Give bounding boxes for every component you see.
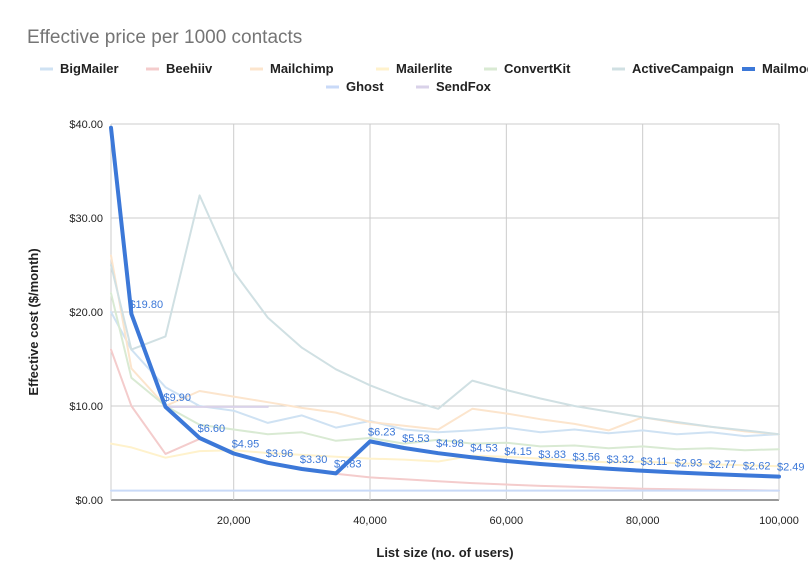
x-tick-label: 20,000 [217,515,251,527]
legend-label: SendFox [436,79,492,94]
legend-label: Ghost [346,79,384,94]
data-label: $2.49 [777,462,805,474]
series-line-activecampaign [110,194,780,436]
legend-label: BigMailer [60,61,119,76]
y-tick-label: $0.00 [75,495,103,507]
legend: BigMailer Beehiiv Mailchimp Mailerlite Conve… [40,61,808,94]
y-tick-label: $30.00 [69,213,103,225]
data-label: $2.77 [709,459,737,471]
data-label: $2.93 [675,457,703,469]
legend-label: Mailerlite [396,61,452,76]
series-lines [109,125,781,492]
series-line-convertkit [110,292,780,452]
series-line-mailmodo [109,125,781,479]
series-line-mailerlite [110,442,780,468]
legend-label: ActiveCampaign [632,61,734,76]
data-label: $4.95 [232,438,260,450]
data-label: $3.83 [538,449,566,461]
series-line-bigmailer [110,311,780,438]
data-label: $3.11 [641,456,668,468]
data-label: $5.53 [402,433,430,445]
legend-label: Mailchimp [270,61,334,76]
data-label: $4.98 [436,438,464,450]
tick-labels: $0.00 $10.00 $20.00 $30.00 $40.00 20,000 40,00… [69,119,799,527]
x-axis-label: List size (no. of users) [376,545,513,560]
data-label: $4.15 [504,446,532,458]
x-tick-label: 60,000 [490,515,524,527]
data-label: $19.80 [129,299,163,311]
y-tick-label: $20.00 [69,307,103,319]
y-tick-label: $40.00 [69,119,103,131]
x-tick-label: 100,000 [759,515,799,527]
legend-label: ConvertKit [504,61,571,76]
data-label: $3.56 [573,452,601,464]
data-label: $6.60 [198,423,226,435]
data-label: $4.53 [470,442,498,454]
data-label: $9.90 [164,392,192,404]
y-axis-label: Effective cost ($/month) [26,248,41,395]
data-label: $3.30 [300,454,328,466]
data-label: $3.96 [266,448,294,460]
data-label: $6.23 [368,426,396,438]
y-tick-label: $10.00 [69,401,103,413]
data-label: $3.32 [607,454,635,466]
data-labels: $19.80 $9.90 $6.60 $4.95 $3.96 $3.30 $2.83 $6.2… [129,299,804,474]
legend-label: Mailmodo [762,61,808,76]
x-tick-label: 40,000 [353,515,387,527]
data-label: $2.62 [743,460,771,472]
x-tick-label: 80,000 [626,515,660,527]
chart-title: Effective price per 1000 contacts [27,27,302,48]
legend-label: Beehiiv [166,61,213,76]
data-label: $2.83 [334,458,362,470]
